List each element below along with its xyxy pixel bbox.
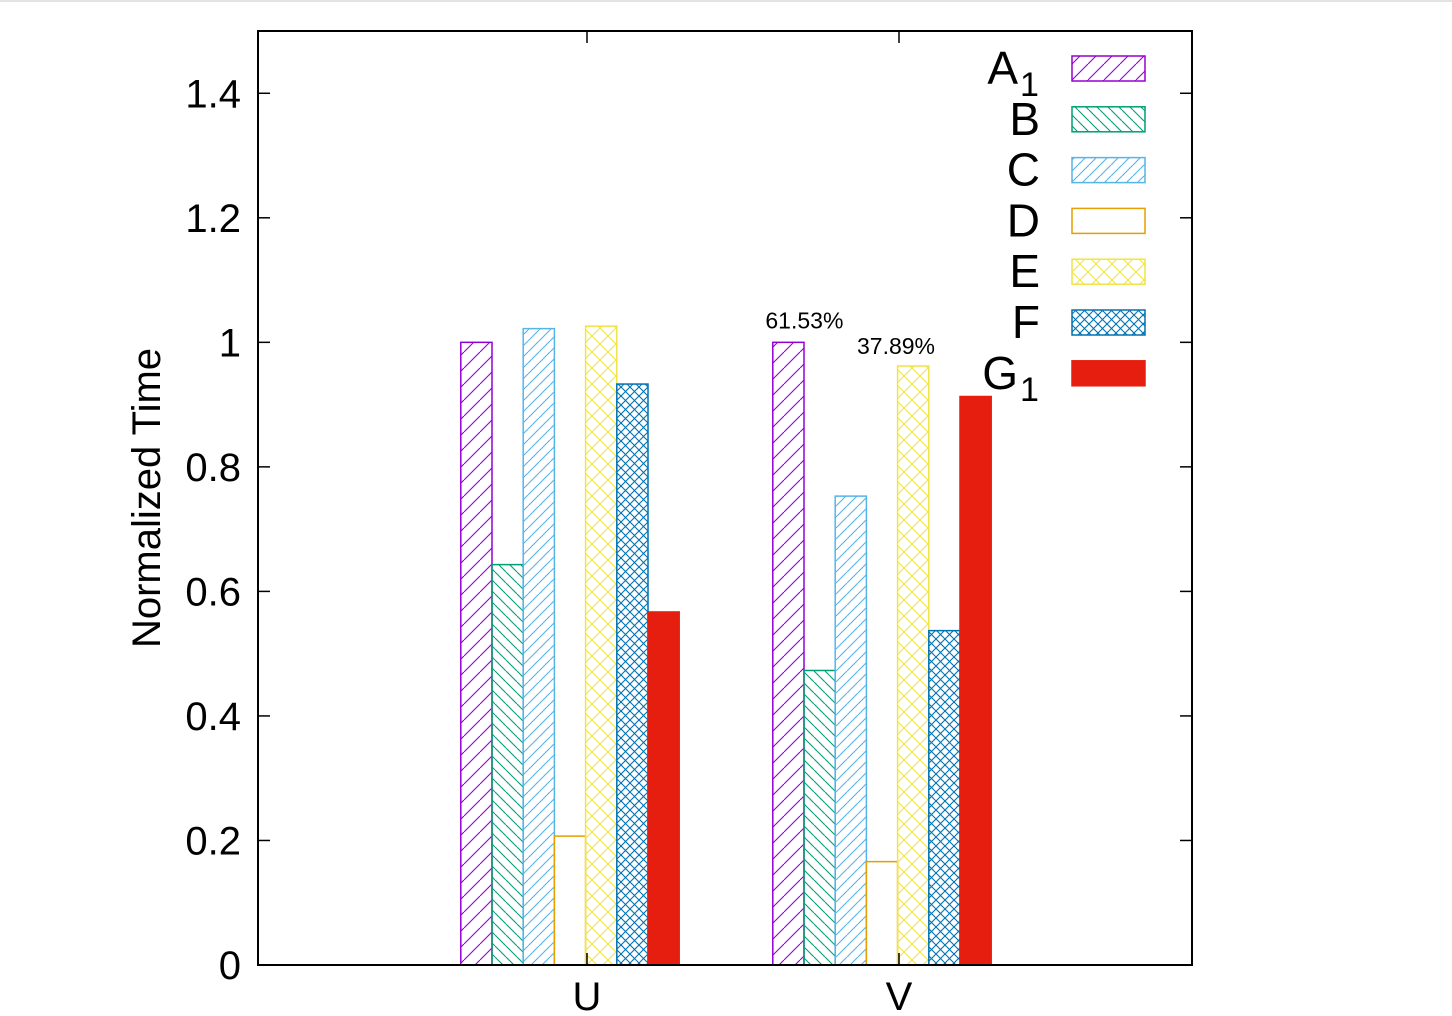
bars-layer bbox=[461, 326, 991, 965]
legend-swatch-d bbox=[1072, 208, 1145, 233]
legend-label-c: C bbox=[1007, 144, 1040, 196]
bar-e-u bbox=[586, 326, 617, 965]
legend-swatch-a bbox=[1072, 56, 1145, 81]
y-tick-label: 0.4 bbox=[185, 695, 241, 739]
legend-swatch-e bbox=[1072, 259, 1145, 284]
bar-g-v bbox=[960, 397, 991, 965]
bar-g-u bbox=[648, 612, 679, 965]
legend-swatch-g bbox=[1072, 361, 1145, 386]
legend-label-e: E bbox=[1009, 245, 1040, 297]
y-tick-label: 1 bbox=[219, 321, 241, 365]
bar-c-u bbox=[523, 329, 554, 965]
y-axis-label: Normalized Time bbox=[125, 348, 169, 648]
y-tick-label: 1.4 bbox=[185, 72, 241, 116]
y-tick-label: 0.2 bbox=[185, 819, 241, 863]
legend-label-a: A bbox=[987, 42, 1018, 94]
legend-label-subscript: 1 bbox=[1020, 371, 1039, 409]
x-tick-label: V bbox=[886, 975, 913, 1016]
legend-swatch-c bbox=[1072, 158, 1145, 183]
bar-c-v bbox=[835, 496, 866, 965]
bar-e-v bbox=[898, 366, 929, 965]
bar-b-v bbox=[804, 670, 835, 965]
legend-label-d: D bbox=[1007, 194, 1040, 246]
y-axis: 0 0.2 0.4 0.6 0.8 1 1.2 1.4 bbox=[185, 72, 1192, 988]
bar-annotation: 61.53% bbox=[765, 307, 843, 333]
legend-label-b: B bbox=[1009, 93, 1040, 145]
bar-d-v bbox=[866, 862, 897, 965]
legend-label-g: G bbox=[982, 347, 1018, 399]
bar-a-v bbox=[773, 342, 804, 965]
bar-f-v bbox=[929, 631, 960, 965]
legend-label-f: F bbox=[1012, 296, 1040, 348]
legend-swatch-b bbox=[1072, 107, 1145, 132]
bar-annotation: 37.89% bbox=[857, 333, 935, 359]
y-tick-label: 0.8 bbox=[185, 446, 241, 490]
x-tick-label: U bbox=[573, 975, 602, 1016]
bar-d-u bbox=[554, 836, 585, 965]
bar-f-u bbox=[617, 384, 648, 965]
y-tick-label: 0.6 bbox=[185, 570, 241, 614]
bar-b-u bbox=[492, 565, 523, 965]
legend-swatch-f bbox=[1072, 310, 1145, 335]
plot-frame bbox=[258, 31, 1192, 965]
bar-a-u bbox=[461, 342, 492, 965]
y-tick-label: 0 bbox=[219, 944, 241, 988]
y-tick-label: 1.2 bbox=[185, 197, 241, 241]
